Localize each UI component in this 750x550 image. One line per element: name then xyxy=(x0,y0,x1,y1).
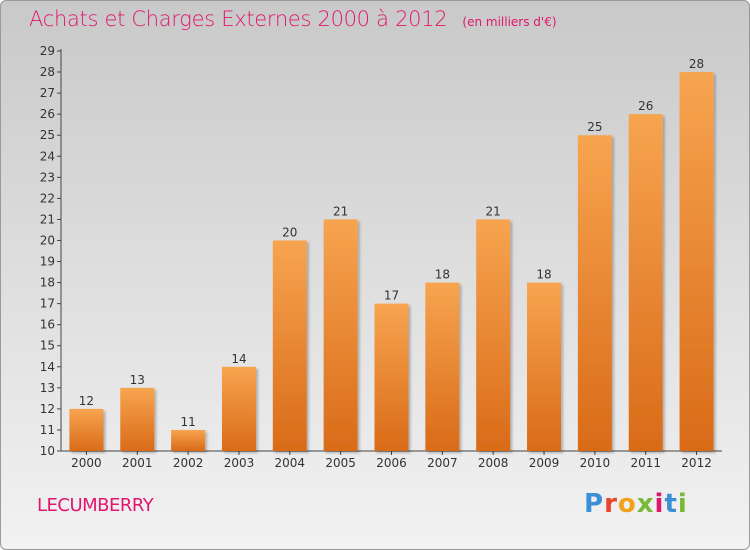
data-label: 17 xyxy=(384,289,399,303)
data-label: 28 xyxy=(689,57,704,71)
data-label: 14 xyxy=(231,352,246,366)
y-tick-label: 27 xyxy=(40,86,55,100)
bar xyxy=(120,387,155,451)
x-tick-label: 2000 xyxy=(71,456,102,470)
data-label: 21 xyxy=(333,204,348,218)
data-label: 18 xyxy=(536,268,551,282)
data-label: 11 xyxy=(180,415,195,429)
x-tick-label: 2004 xyxy=(275,456,306,470)
chart-data-labels: 12 13 11 14 20 21 17 18 21 18 25 26 28 xyxy=(79,57,704,429)
y-tick-label: 14 xyxy=(40,360,55,374)
y-tick-label: 20 xyxy=(40,233,55,247)
data-label: 20 xyxy=(282,225,297,239)
data-label: 26 xyxy=(638,99,653,113)
y-tick-label: 12 xyxy=(40,402,55,416)
y-tick-label: 16 xyxy=(40,318,55,332)
bar xyxy=(476,219,511,451)
chart-title: Achats et Charges Externes 2000 à 2012 (… xyxy=(29,7,557,31)
data-label: 25 xyxy=(587,120,602,134)
x-tick-label: 2009 xyxy=(529,456,560,470)
bar xyxy=(679,72,714,451)
bar xyxy=(577,135,612,452)
chart-axes: 10 11 12 13 14 15 16 17 18 19 20 21 22 23 24 25 26 27 28 29… xyxy=(40,44,722,470)
y-tick-label: 25 xyxy=(40,128,55,142)
y-tick-label: 23 xyxy=(40,170,55,184)
x-tick-label: 2006 xyxy=(376,456,407,470)
y-tick-label: 24 xyxy=(40,149,55,163)
bar xyxy=(323,219,358,451)
x-tick-label: 2001 xyxy=(122,456,153,470)
x-tick-label: 2002 xyxy=(173,456,204,470)
bar xyxy=(628,114,663,451)
y-tick-label: 19 xyxy=(40,255,55,269)
chart-bars xyxy=(69,72,714,452)
x-tick-label: 2008 xyxy=(478,456,509,470)
x-tick-label: 2003 xyxy=(224,456,255,470)
y-tick-label: 29 xyxy=(40,44,55,58)
x-tick-label: 2011 xyxy=(630,456,661,470)
bar xyxy=(69,408,104,451)
chart-title-text: Achats et Charges Externes 2000 à 2012 xyxy=(29,7,448,31)
bar xyxy=(425,282,460,451)
proxiti-logo[interactable]: Proxiti xyxy=(584,489,688,519)
bar xyxy=(272,240,307,451)
y-tick-label: 11 xyxy=(40,423,55,437)
y-tick-label: 18 xyxy=(40,276,55,290)
x-tick-label: 2010 xyxy=(580,456,611,470)
commune-name: LECUMBERRY xyxy=(37,495,154,516)
data-label: 18 xyxy=(435,268,450,282)
data-label: 21 xyxy=(486,204,501,218)
bar xyxy=(527,282,562,451)
x-tick-label: 2007 xyxy=(427,456,458,470)
chart-unit: (en milliers d'€) xyxy=(462,15,557,29)
bar xyxy=(221,366,256,451)
y-tick-label: 26 xyxy=(40,107,55,121)
data-label: 13 xyxy=(130,373,145,387)
y-tick-label: 17 xyxy=(40,297,55,311)
x-tick-label: 2005 xyxy=(325,456,356,470)
y-tick-label: 28 xyxy=(40,65,55,79)
bar xyxy=(171,429,206,451)
y-tick-label: 22 xyxy=(40,191,55,205)
y-tick-label: 13 xyxy=(40,381,55,395)
y-tick-label: 15 xyxy=(40,339,55,353)
x-tick-label: 2012 xyxy=(681,456,712,470)
y-tick-label: 21 xyxy=(40,212,55,226)
y-tick-label: 10 xyxy=(40,444,55,458)
data-label: 12 xyxy=(79,394,94,408)
bar xyxy=(374,303,409,451)
